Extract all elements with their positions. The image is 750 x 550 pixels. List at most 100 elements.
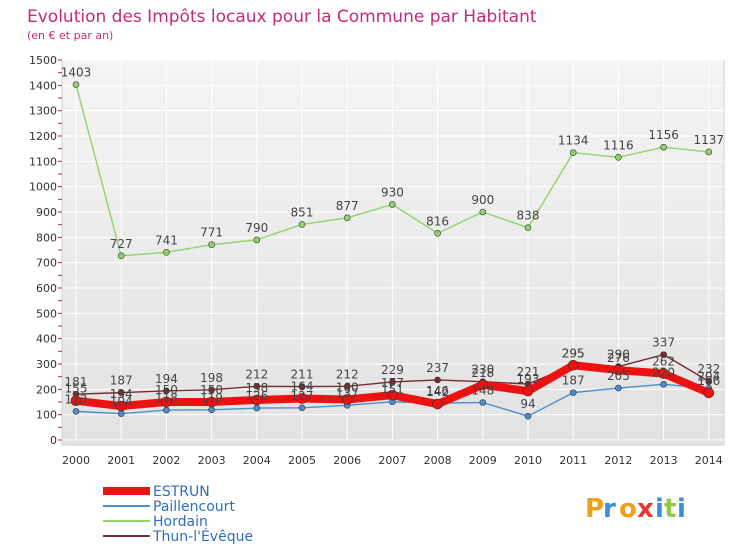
- data-point: [298, 404, 306, 412]
- data-point: [298, 383, 306, 390]
- data-point: [432, 398, 443, 410]
- x-tick-label: 2012: [604, 454, 632, 467]
- data-label: 142: [426, 385, 449, 399]
- legend-label: Paillencourt: [153, 499, 235, 515]
- y-tick-label: 100: [36, 409, 57, 422]
- data-label: 205: [607, 369, 630, 383]
- y-axis-ticks: 0 100 200 300 400 500 600 700 800 900 1000 1100 1200…: [29, 54, 57, 447]
- data-label: 1116: [603, 138, 634, 152]
- data-point: [660, 351, 667, 358]
- data-label: 877: [336, 199, 359, 213]
- data-label: 790: [245, 221, 268, 235]
- data-label: 177: [381, 376, 404, 390]
- data-label: 237: [426, 361, 449, 375]
- data-point: [615, 153, 622, 161]
- data-point: [117, 410, 125, 417]
- data-label: 164: [291, 379, 314, 393]
- data-label: 771: [200, 226, 223, 240]
- data-point: [660, 380, 667, 388]
- x-tick-label: 2007: [378, 454, 406, 467]
- x-tick-label: 2013: [650, 454, 678, 467]
- x-tick-label: 2000: [62, 454, 90, 467]
- logo-letter: x: [637, 494, 654, 524]
- y-tick-label: 900: [36, 206, 57, 219]
- data-label: 204: [697, 369, 720, 383]
- data-point: [72, 408, 80, 415]
- y-tick-label: 0: [50, 434, 57, 447]
- data-point: [253, 236, 261, 244]
- x-tick-label: 2009: [469, 454, 497, 467]
- data-point: [343, 214, 351, 222]
- x-tick-label: 2014: [695, 454, 723, 467]
- data-point: [387, 389, 398, 401]
- x-tick-label: 2010: [514, 454, 542, 467]
- data-label: 1134: [558, 134, 589, 148]
- data-point: [524, 224, 532, 232]
- data-label: 126: [245, 389, 268, 403]
- data-label: 232: [697, 362, 720, 376]
- data-point: [479, 399, 487, 406]
- data-label: 1137: [694, 133, 725, 147]
- data-point: [705, 148, 713, 156]
- data-point: [296, 393, 308, 404]
- data-label: 160: [336, 380, 359, 394]
- data-labels: 1403 727 741 771 790 851 877 930 816 900 838 1134 11…: [61, 66, 724, 412]
- data-point: [660, 143, 667, 151]
- grid: [58, 59, 724, 441]
- data-label: 181: [65, 375, 88, 389]
- y-tick-label: 1400: [29, 79, 57, 92]
- logo-letter: o: [619, 494, 637, 524]
- logo-letter: i: [655, 494, 664, 524]
- y-tick-label: 600: [36, 282, 57, 295]
- data-label: 295: [562, 346, 585, 360]
- data-point: [524, 412, 532, 420]
- data-point: [389, 201, 396, 208]
- y-tick-label: 300: [36, 358, 57, 371]
- data-label: 137: [336, 386, 359, 400]
- data-label: 851: [291, 205, 314, 219]
- data-point: [72, 81, 80, 88]
- y-tick-label: 1200: [29, 130, 57, 143]
- data-label: 930: [381, 185, 404, 199]
- data-point: [253, 404, 261, 412]
- data-label: 118: [155, 391, 178, 405]
- data-label: 187: [110, 374, 133, 388]
- data-point: [206, 396, 217, 408]
- x-tick-label: 2001: [107, 454, 135, 467]
- data-label: 150: [155, 383, 178, 397]
- data-point: [569, 389, 577, 396]
- y-tick-label: 1300: [29, 105, 57, 118]
- x-tick-label: 2002: [152, 454, 180, 467]
- data-label: 94: [520, 397, 535, 411]
- x-tick-label: 2011: [559, 454, 587, 467]
- data-label: 295: [562, 346, 585, 360]
- y-tick-label: 1000: [29, 181, 57, 194]
- data-label: 229: [381, 363, 404, 377]
- logo-letter: t: [664, 494, 676, 524]
- y-tick-label: 1100: [29, 155, 57, 168]
- y-tick-label: 1500: [29, 54, 57, 67]
- data-point: [703, 387, 715, 399]
- data-point: [658, 368, 669, 379]
- data-label: 220: [652, 365, 675, 379]
- data-label: 211: [291, 368, 314, 382]
- data-label: 838: [517, 209, 540, 223]
- data-label: 155: [65, 382, 88, 396]
- y-tick-label: 200: [36, 383, 57, 396]
- data-point: [389, 378, 396, 386]
- data-point: [567, 359, 579, 371]
- data-label: 727: [110, 237, 133, 251]
- x-tick-label: 2003: [198, 454, 226, 467]
- data-label: 900: [471, 193, 494, 207]
- logo-letter: i: [677, 494, 686, 524]
- data-point: [615, 384, 622, 392]
- data-label: 113: [65, 392, 88, 406]
- y-tick-label: 500: [36, 307, 57, 320]
- data-point: [117, 252, 125, 260]
- proxiti-logo: P r o x i t i: [585, 494, 686, 524]
- data-label: 151: [381, 383, 404, 397]
- logo-letter: r: [603, 494, 616, 524]
- data-label: 158: [245, 381, 268, 395]
- chart-title: Evolution des Impôts locaux pour la Comm…: [27, 7, 537, 27]
